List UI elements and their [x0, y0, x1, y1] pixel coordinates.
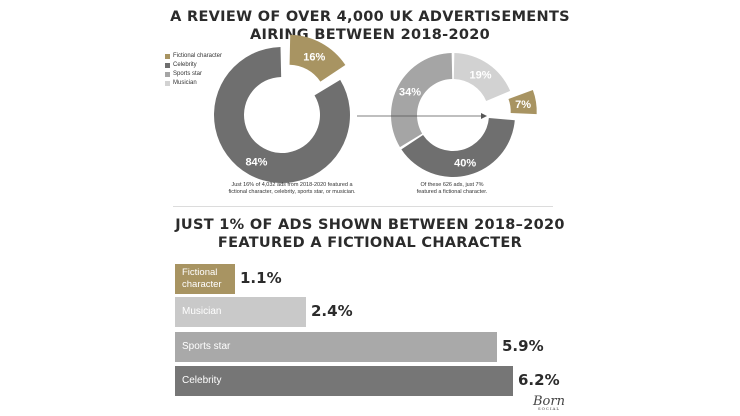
- legend-label: Celebrity: [173, 62, 197, 68]
- bar-section-title-line-2: FEATURED A FICTIONAL CHARACTER: [217, 235, 523, 251]
- caption-left-line-1: Just 16% of 4,032 ads from 2018-2020 fea…: [231, 182, 353, 188]
- donut-2-slice-celebrity: 40%: [401, 118, 515, 177]
- bar-label: Sports star: [182, 341, 231, 352]
- infographic-panel: A REVIEW OF OVER 4,000 UK ADVERTISEMENTS…: [161, 0, 579, 416]
- donut-slice: [508, 89, 537, 115]
- donut-2-slice-musician: 19%: [453, 53, 511, 102]
- main-title-line-1: A REVIEW OF OVER 4,000 UK ADVERTISEMENTS: [170, 9, 570, 25]
- legend-swatch: [165, 72, 170, 77]
- legend-item-sports-star: Sports star: [165, 70, 222, 79]
- legend-item-celebrity: Celebrity: [165, 61, 222, 70]
- legend-swatch: [165, 81, 170, 86]
- bar-label: Celebrity: [182, 375, 222, 386]
- connector-arrowhead: [481, 113, 487, 119]
- donut-slice-label: 40%: [454, 157, 476, 169]
- bar-musician: Musician 2.4%: [175, 297, 353, 327]
- bar-value: 2.4%: [311, 302, 353, 320]
- bar-label: Musician: [182, 306, 222, 317]
- donut-1-slice-featured: 16%: [289, 34, 346, 82]
- donut-slice: [401, 118, 515, 177]
- donut-1-slice-other: 84%: [214, 47, 350, 184]
- caption-left: Just 16% of 4,032 ads from 2018-2020 fea…: [207, 182, 377, 196]
- legend-item-musician: Musician: [165, 79, 222, 88]
- donut-charts: 84% 16% 19% 7% 40% 34%: [214, 34, 537, 184]
- donut-2-slice-sports-star: 34%: [391, 53, 453, 148]
- legend-swatch: [165, 63, 170, 68]
- caption-right: Of these 626 ads, just 7% featured a fic…: [397, 182, 507, 196]
- donut-slice-label: 84%: [245, 156, 267, 168]
- donut-slice-label: 19%: [470, 69, 492, 81]
- bar-fictional-character: Fictional character 1.1%: [175, 264, 282, 294]
- caption-right-line-2: featured a fictional character.: [416, 189, 488, 195]
- legend-swatch: [165, 54, 170, 59]
- caption-left-line-2: fictional character, celebrity, sports s…: [228, 189, 356, 195]
- bar-value: 5.9%: [502, 337, 544, 355]
- bar-value: 1.1%: [240, 269, 282, 287]
- bar-label: Fictional character: [182, 267, 222, 290]
- donut-slice-label: 7%: [515, 99, 531, 111]
- donut-slice: [453, 53, 511, 102]
- legend-label: Musician: [173, 80, 197, 86]
- bar-celebrity: Celebrity 6.2%: [175, 366, 560, 396]
- donut-slice-label: 34%: [399, 86, 421, 98]
- section-divider: [173, 206, 553, 207]
- brand-logo: Born SOCIAL: [533, 394, 565, 411]
- donut-slice-label: 16%: [303, 51, 325, 63]
- donut-slice: [289, 34, 346, 82]
- bar-value: 6.2%: [518, 371, 560, 389]
- bar-section-title-line-1: JUST 1% OF ADS SHOWN BETWEEN 2018–2020: [175, 217, 565, 233]
- brand-logo-name: Born: [533, 394, 565, 409]
- donut-slice: [214, 47, 350, 184]
- donut-slice: [391, 53, 453, 148]
- brand-logo-sub: SOCIAL: [537, 406, 561, 411]
- legend-label: Sports star: [173, 71, 203, 77]
- donut-2-slice-fictional-character: 7%: [508, 89, 537, 115]
- legend: Fictional character Celebrity Sports sta…: [165, 52, 222, 88]
- caption-right-line-1: Of these 626 ads, just 7%: [420, 182, 484, 188]
- legend-item-fictional: Fictional character: [165, 52, 222, 61]
- legend-label: Fictional character: [173, 53, 223, 59]
- bar-sports-star: Sports star 5.9%: [175, 332, 544, 362]
